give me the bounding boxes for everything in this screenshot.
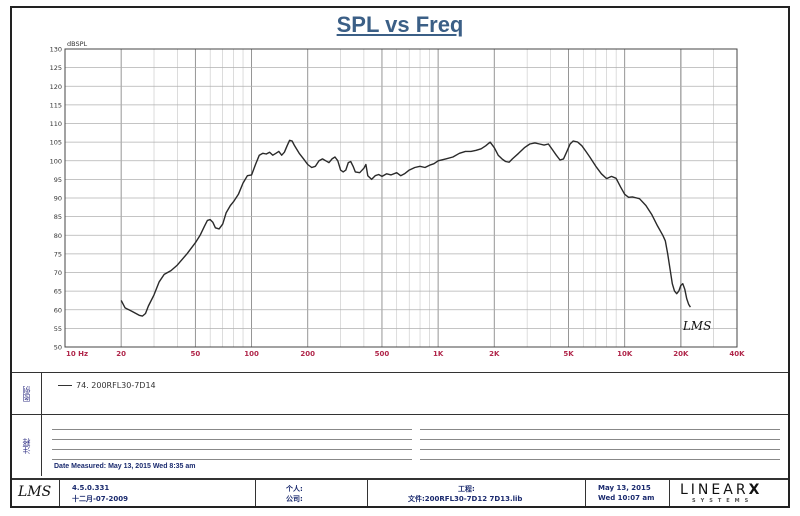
y-tick-label: 110 — [50, 120, 62, 128]
y-tick-label: 65 — [54, 288, 62, 296]
notes-band-label-cell: 注释 — [12, 415, 42, 476]
note-line — [420, 429, 780, 430]
x-tick-label: 2K — [489, 350, 500, 358]
footer-brand-cell: LINEARX SYSTEMS — [670, 480, 786, 506]
y-tick-label: 115 — [50, 101, 62, 109]
note-line — [420, 449, 780, 450]
y-tick-label: 100 — [50, 157, 62, 165]
plot-border — [64, 48, 738, 348]
footer-date-cell: May 13, 2015 Wed 10:07 am — [586, 480, 670, 506]
x-tick-label: 20K — [673, 350, 689, 358]
brand-sub: SYSTEMS — [692, 498, 754, 504]
y-tick-label: 75 — [54, 250, 62, 258]
footer-band: LMS 4.5.0.331 十二月-07-2009 个人: 公司: 工程: 文件… — [12, 478, 788, 506]
x-tick-label: 40K — [729, 350, 745, 358]
legend-entry-label: 74. 200RFL30-7D14 — [76, 381, 156, 390]
notes-band-label: 注释 — [22, 437, 31, 454]
notes-band: 注释 Date Measured: May 13, 2015 Wed 8:35 … — [12, 414, 788, 476]
note-line — [52, 439, 412, 440]
brand-main: LINEAR — [680, 482, 749, 498]
legend-swatch — [58, 385, 72, 386]
x-tick-label: 10K — [617, 350, 633, 358]
footer-file-cell: 工程: 文件:200RFL30-7D12 7D13.lib — [368, 480, 586, 506]
y-tick-label: 130 — [50, 46, 62, 54]
y-tick-label: 120 — [50, 83, 62, 91]
footer-person: 个人: — [286, 485, 303, 493]
note-line — [420, 459, 780, 460]
x-tick-label: 1K — [433, 350, 444, 358]
legend-entry: 74. 200RFL30-7D14 — [58, 381, 156, 390]
spl-series-line — [120, 139, 691, 317]
footer-project: 工程: — [458, 485, 475, 493]
y-axis-label: dBSPL — [67, 40, 88, 48]
footer-time: Wed 10:07 am — [598, 494, 655, 502]
footer-company: 公司: — [286, 495, 303, 503]
y-tick-label: 60 — [54, 306, 62, 314]
legend-band: 图例 74. 200RFL30-7D14 — [12, 372, 788, 414]
y-tick-label: 95 — [54, 176, 62, 184]
legend-band-label: 图例 — [22, 385, 31, 402]
y-tick-label: 50 — [54, 344, 62, 352]
note-line — [52, 429, 412, 430]
note-line — [420, 439, 780, 440]
x-tick-label: 500 — [375, 350, 390, 358]
linearx-logo: LINEARX — [680, 482, 762, 498]
x-tick-label: 20 — [116, 350, 126, 358]
footer-date: May 13, 2015 — [598, 484, 651, 492]
x-tick-label: 10 Hz — [66, 350, 88, 358]
lms-annotation: LMS — [682, 319, 711, 333]
y-tick-label: 55 — [54, 325, 62, 333]
brand-x: X — [748, 482, 763, 498]
y-tick-label: 125 — [50, 64, 62, 72]
chart-title: SPL vs Freq — [336, 12, 464, 37]
lms-logo: LMS — [18, 484, 52, 500]
footer-version-date: 十二月-07-2009 — [72, 495, 129, 503]
legend-band-label-cell: 图例 — [12, 373, 42, 414]
footer-file: 文件:200RFL30-7D12 7D13.lib — [408, 495, 523, 503]
note-line — [52, 449, 412, 450]
footer-version-cell: 4.5.0.331 十二月-07-2009 — [60, 480, 256, 506]
note-line — [52, 459, 412, 460]
date-measured: Date Measured: May 13, 2015 Wed 8:35 am — [54, 463, 196, 470]
y-tick-label: 70 — [54, 269, 62, 277]
y-tick-label: 85 — [54, 213, 62, 221]
x-tick-label: 5K — [563, 350, 574, 358]
footer-logo-cell: LMS — [12, 480, 60, 506]
y-tick-label: 80 — [54, 232, 62, 240]
x-tick-label: 100 — [244, 350, 259, 358]
y-tick-label: 105 — [50, 139, 62, 147]
footer-person-cell: 个人: 公司: — [256, 480, 368, 506]
x-tick-label: 50 — [191, 350, 201, 358]
y-tick-label: 90 — [54, 195, 62, 203]
spl-chart: 50 55 60 65 70 75 80 85 90 95 100 105 110 115 120 125 13… — [50, 40, 746, 358]
x-tick-label: 200 — [300, 350, 315, 358]
footer-version: 4.5.0.331 — [72, 484, 110, 492]
